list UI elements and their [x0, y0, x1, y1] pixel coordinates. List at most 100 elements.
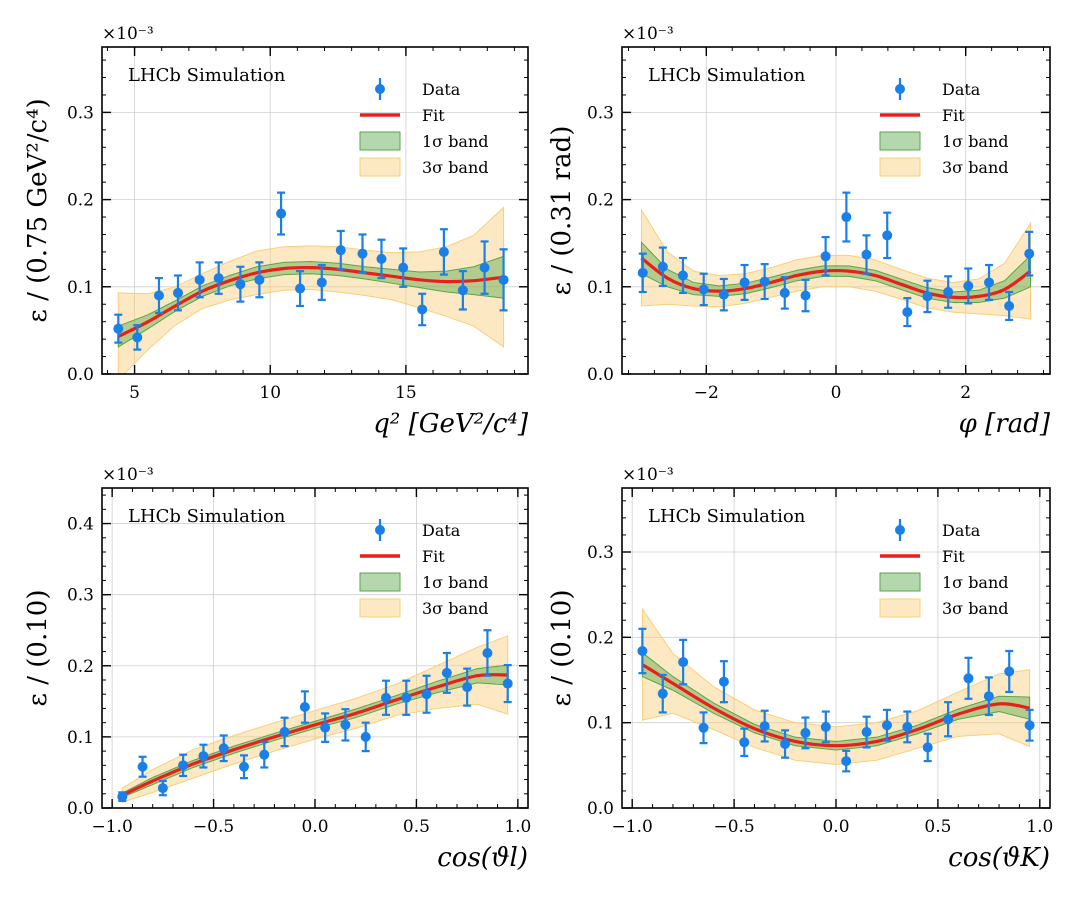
data-marker: [335, 245, 346, 256]
y-axis-title: ε / (0.31 rad): [547, 126, 577, 296]
data-point: [157, 779, 168, 797]
data-point: [698, 711, 709, 745]
data-marker: [137, 761, 148, 772]
legend-label-band1: 1σ band: [942, 132, 1009, 151]
data-marker: [718, 676, 729, 687]
data-marker: [984, 277, 995, 288]
y-tick-label: 0.4: [67, 515, 94, 535]
x-axis-title: cos(ϑK): [948, 843, 1050, 873]
y-axis-title: ε / (0.75 GeV²/c⁴): [23, 98, 53, 322]
fit-curve: [117, 265, 504, 338]
data-point: [320, 712, 331, 743]
x-tick-label: −1.0: [612, 817, 653, 837]
grid: [622, 47, 1050, 375]
legend-label-band1: 1σ band: [422, 132, 489, 151]
panel-q2: 5 10 15 0.0 0.1 0.2 0.3 ×10⁻³ q² [GeV²/c⁴] ε / (0…: [23, 24, 529, 439]
data-point: [417, 292, 428, 327]
data-point: [861, 234, 872, 275]
data-point: [316, 263, 327, 301]
data-marker: [462, 682, 473, 693]
lhcb-watermark: LHCb Simulation: [648, 506, 806, 527]
data-point: [441, 651, 452, 694]
data-point: [718, 660, 729, 704]
data-point: [239, 754, 249, 780]
y-tick-label: 0.2: [67, 657, 94, 677]
data-marker: [117, 791, 128, 802]
panel-phi: −2 0 2 0.0 0.1 0.2 0.3 ×10⁻³ φ [rad] ε / (0.31 ra…: [547, 24, 1051, 439]
data-marker: [861, 249, 872, 260]
x-tick-label: 5: [129, 383, 140, 403]
y-tick-label: 0.3: [67, 103, 94, 123]
data-point: [963, 267, 974, 305]
data-marker: [398, 262, 409, 273]
data-point: [739, 263, 750, 301]
data-point: [479, 240, 490, 295]
data-point: [943, 701, 954, 738]
data-point: [637, 627, 648, 675]
lhcb-watermark: LHCb Simulation: [128, 65, 286, 86]
x-tick-label: 0.5: [924, 817, 951, 837]
data-point: [194, 261, 205, 299]
data-point: [841, 191, 852, 243]
data-marker: [178, 760, 189, 771]
x-axis-title: φ [rad]: [959, 409, 1051, 439]
data-point: [922, 279, 933, 314]
data-point: [739, 727, 750, 758]
data-point: [1024, 230, 1035, 277]
data-point: [1004, 649, 1015, 694]
data-point: [759, 263, 770, 301]
panel-costhetal: −1.0 −0.5 0.0 0.5 1.0 0.0 0.1 0.2 0.3 0.4 ×10⁻³ cos…: [23, 465, 531, 873]
y-tick-label: 0.0: [587, 365, 614, 385]
data-point: [198, 743, 209, 769]
data-point: [820, 235, 831, 277]
legend-data-marker: [895, 525, 905, 535]
data-marker: [943, 287, 954, 298]
data-point: [259, 740, 270, 769]
data-marker: [1004, 666, 1015, 677]
data-marker: [841, 212, 852, 223]
data-marker: [861, 727, 872, 738]
x-tick-label: −0.5: [193, 817, 234, 837]
data-marker: [360, 731, 371, 742]
data-point: [340, 708, 351, 742]
data-marker: [657, 688, 668, 699]
data-marker: [759, 276, 770, 287]
data-point: [1024, 708, 1035, 742]
grid: [622, 488, 1050, 809]
data-point: [498, 248, 509, 312]
data-point: [172, 274, 183, 312]
ticks: [102, 488, 528, 809]
data-marker: [357, 248, 368, 259]
data-marker: [276, 208, 287, 219]
data-point: [780, 729, 791, 759]
y-axis-title: ε / (0.10): [23, 590, 53, 707]
band-3sigma: [117, 206, 505, 374]
data-marker: [376, 253, 387, 264]
data-point: [438, 228, 449, 276]
data-marker: [132, 332, 143, 343]
data-point: [882, 211, 893, 260]
data-marker: [1024, 248, 1035, 259]
legend-data-marker: [375, 525, 385, 535]
data-point: [457, 270, 468, 311]
legend-label-fit: Fit: [942, 547, 965, 566]
data-point: [657, 673, 668, 714]
data-marker: [677, 270, 688, 281]
plot-area: [637, 191, 1035, 328]
data-marker: [922, 742, 933, 753]
data-marker: [800, 727, 811, 738]
ticks: [622, 47, 1050, 375]
legend-label-data: Data: [422, 80, 461, 99]
data-marker: [502, 678, 513, 689]
data-marker: [479, 262, 490, 273]
data-point: [482, 629, 493, 677]
x-tick-label: 0.0: [822, 817, 849, 837]
data-marker: [316, 277, 327, 288]
data-point: [841, 749, 852, 773]
x-tick-label: 1.0: [1026, 817, 1053, 837]
data-point: [113, 313, 124, 344]
data-point: [335, 229, 346, 271]
data-marker: [1024, 720, 1035, 731]
data-marker: [882, 230, 893, 241]
data-marker: [841, 756, 852, 767]
